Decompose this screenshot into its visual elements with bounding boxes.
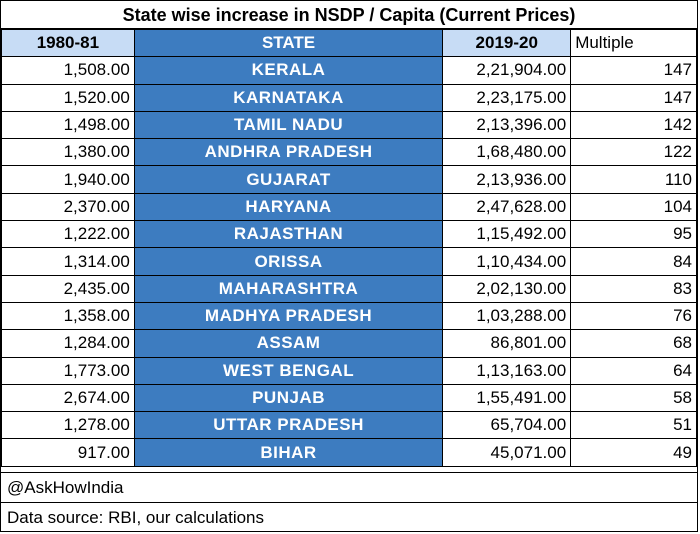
cell-state: UTTAR PRADESH [133, 411, 444, 440]
table-row: 917.00 BIHAR 45,071.00 49 [1, 438, 697, 467]
cell-2019-20: 2,02,130.00 [442, 274, 572, 303]
table-row: 1,773.00 WEST BENGAL 1,13,163.00 64 [1, 356, 697, 385]
cell-1980-81: 1,358.00 [1, 301, 135, 331]
cell-2019-20: 65,704.00 [442, 411, 572, 440]
cell-2019-20: 1,15,492.00 [442, 220, 572, 249]
cell-2019-20: 2,23,175.00 [442, 83, 572, 112]
cell-multiple: 83 [570, 274, 697, 303]
nsdp-table: 1980-81 STATE 2019-20 Multiple 1,508.00 K… [1, 28, 697, 467]
table-row: 1,358.00 MADHYA PRADESH 1,03,288.00 76 [1, 301, 697, 331]
cell-1980-81: 1,508.00 [1, 56, 135, 85]
cell-multiple: 84 [570, 247, 697, 276]
cell-2019-20: 1,03,288.00 [442, 301, 572, 331]
cell-1980-81: 1,314.00 [1, 247, 135, 276]
table-row: 1,498.00 TAMIL NADU 2,13,396.00 142 [1, 110, 697, 140]
cell-1980-81: 1,520.00 [1, 83, 135, 112]
cell-multiple: 142 [570, 110, 697, 140]
cell-state: ORISSA [133, 247, 444, 276]
cell-2019-20: 86,801.00 [442, 329, 572, 358]
cell-2019-20: 1,13,163.00 [442, 356, 572, 385]
table-row: 1,940.00 GUJARAT 2,13,936.00 110 [1, 165, 697, 194]
table-row: 2,370.00 HARYANA 2,47,628.00 104 [1, 192, 697, 222]
cell-multiple: 122 [570, 138, 697, 167]
cell-2019-20: 1,10,434.00 [442, 247, 572, 276]
header-multiple: Multiple [570, 28, 697, 58]
cell-2019-20: 2,21,904.00 [442, 56, 572, 85]
cell-1980-81: 2,674.00 [1, 383, 135, 413]
cell-multiple: 147 [570, 83, 697, 112]
cell-1980-81: 2,370.00 [1, 192, 135, 222]
cell-state: MADHYA PRADESH [133, 301, 444, 331]
table-row: 1,508.00 KERALA 2,21,904.00 147 [1, 56, 697, 85]
table-row: 1,380.00 ANDHRA PRADESH 1,68,480.00 122 [1, 138, 697, 167]
header-state: STATE [133, 28, 444, 58]
header-1980-81: 1980-81 [1, 28, 135, 58]
cell-1980-81: 1,940.00 [1, 165, 135, 194]
cell-state: GUJARAT [133, 165, 444, 194]
cell-state: PUNJAB [133, 383, 444, 413]
header-2019-20: 2019-20 [442, 28, 572, 58]
cell-1980-81: 1,284.00 [1, 329, 135, 358]
cell-2019-20: 2,47,628.00 [442, 192, 572, 222]
cell-1980-81: 2,435.00 [1, 274, 135, 303]
cell-1980-81: 1,222.00 [1, 220, 135, 249]
cell-2019-20: 1,55,491.00 [442, 383, 572, 413]
cell-1980-81: 917.00 [1, 438, 135, 467]
cell-multiple: 68 [570, 329, 697, 358]
cell-1980-81: 1,278.00 [1, 411, 135, 440]
cell-multiple: 147 [570, 56, 697, 85]
cell-2019-20: 2,13,396.00 [442, 110, 572, 140]
cell-multiple: 76 [570, 301, 697, 331]
header-row: 1980-81 STATE 2019-20 Multiple [1, 28, 697, 58]
data-source-note: Data source: RBI, our calculations [1, 502, 697, 532]
table-row: 1,222.00 RAJASTHAN 1,15,492.00 95 [1, 220, 697, 249]
table-row: 1,520.00 KARNATAKA 2,23,175.00 147 [1, 83, 697, 112]
cell-multiple: 95 [570, 220, 697, 249]
table-title: State wise increase in NSDP / Capita (Cu… [1, 1, 697, 29]
cell-2019-20: 45,071.00 [442, 438, 572, 467]
cell-state: ASSAM [133, 329, 444, 358]
cell-state: WEST BENGAL [133, 356, 444, 385]
cell-state: MAHARASHTRA [133, 274, 444, 303]
cell-state: KERALA [133, 56, 444, 85]
cell-state: ANDHRA PRADESH [133, 138, 444, 167]
cell-multiple: 104 [570, 192, 697, 222]
cell-1980-81: 1,773.00 [1, 356, 135, 385]
cell-state: KARNATAKA [133, 83, 444, 112]
cell-multiple: 64 [570, 356, 697, 385]
table-row: 1,278.00 UTTAR PRADESH 65,704.00 51 [1, 411, 697, 440]
table-row: 1,284.00 ASSAM 86,801.00 68 [1, 329, 697, 358]
cell-multiple: 51 [570, 411, 697, 440]
cell-state: BIHAR [133, 438, 444, 467]
cell-multiple: 110 [570, 165, 697, 194]
cell-2019-20: 2,13,936.00 [442, 165, 572, 194]
table-body: 1,508.00 KERALA 2,21,904.00 147 1,520.00 KARN… [1, 56, 697, 467]
cell-state: TAMIL NADU [133, 110, 444, 140]
author-handle: @AskHowIndia [1, 472, 697, 502]
table-row: 2,435.00 MAHARASHTRA 2,02,130.00 83 [1, 274, 697, 303]
table-row: 2,674.00 PUNJAB 1,55,491.00 58 [1, 383, 697, 413]
cell-state: RAJASTHAN [133, 220, 444, 249]
cell-multiple: 49 [570, 438, 697, 467]
cell-2019-20: 1,68,480.00 [442, 138, 572, 167]
cell-1980-81: 1,380.00 [1, 138, 135, 167]
cell-multiple: 58 [570, 383, 697, 413]
cell-1980-81: 1,498.00 [1, 110, 135, 140]
cell-state: HARYANA [133, 192, 444, 222]
table-row: 1,314.00 ORISSA 1,10,434.00 84 [1, 247, 697, 276]
